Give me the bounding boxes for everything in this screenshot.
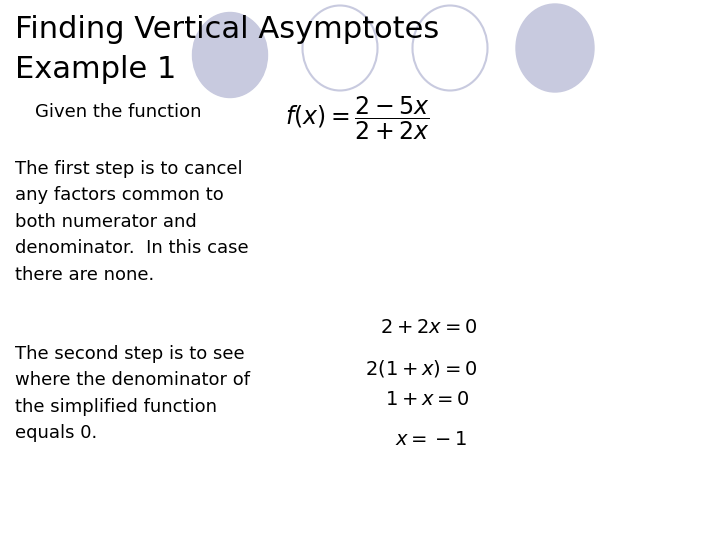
- Text: Given the function: Given the function: [35, 103, 202, 121]
- Text: The second step is to see
where the denominator of
the simplified function
equal: The second step is to see where the deno…: [15, 345, 250, 442]
- Text: $2+2x=0$: $2+2x=0$: [380, 318, 477, 337]
- Ellipse shape: [516, 4, 594, 92]
- Ellipse shape: [192, 12, 268, 98]
- Text: $f\left(x\right)=\dfrac{2-5x}{2+2x}$: $f\left(x\right)=\dfrac{2-5x}{2+2x}$: [285, 95, 430, 143]
- Text: The first step is to cancel
any factors common to
both numerator and
denominator: The first step is to cancel any factors …: [15, 160, 248, 284]
- Text: $x=-1$: $x=-1$: [395, 430, 467, 449]
- Text: $1+x=0$: $1+x=0$: [385, 390, 469, 409]
- Text: $2\left(1+x\right)=0$: $2\left(1+x\right)=0$: [365, 358, 477, 379]
- Text: Finding Vertical Asymptotes: Finding Vertical Asymptotes: [15, 15, 439, 44]
- Text: Example 1: Example 1: [15, 55, 176, 84]
- Ellipse shape: [302, 5, 377, 91]
- Ellipse shape: [413, 5, 487, 91]
